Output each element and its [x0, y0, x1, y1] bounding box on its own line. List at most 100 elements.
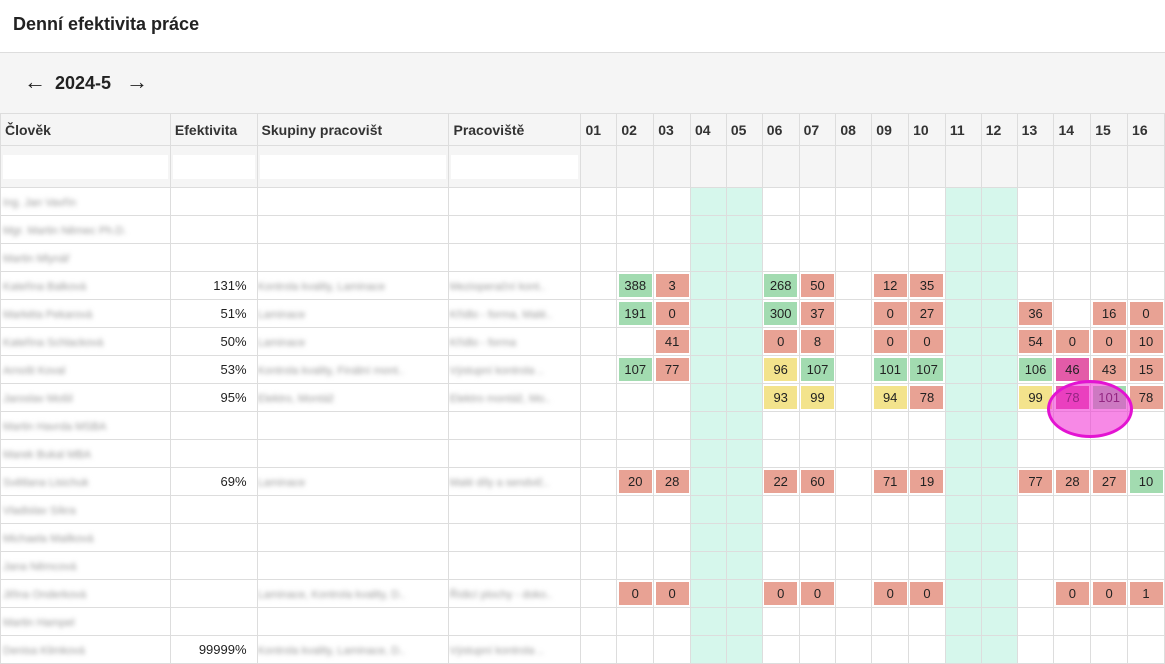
day-cell[interactable]: 20 [616, 467, 655, 496]
day-cell[interactable] [725, 355, 763, 384]
day-cell[interactable] [653, 635, 691, 664]
day-cell[interactable] [761, 495, 800, 524]
next-month-arrow-icon[interactable]: → [126, 69, 148, 94]
day-cell[interactable] [1053, 271, 1092, 300]
day-cell[interactable] [1053, 495, 1092, 524]
day-cell[interactable]: 0 [616, 579, 655, 608]
day-cell[interactable] [580, 271, 618, 300]
day-cell[interactable] [908, 215, 946, 244]
day-cell[interactable]: 36 [1016, 299, 1055, 328]
day-cell[interactable] [798, 411, 837, 440]
day-cell[interactable] [725, 439, 763, 468]
column-header-workplace[interactable]: Pracoviště [448, 113, 582, 146]
day-cell[interactable] [980, 271, 1018, 300]
day-cell[interactable] [798, 439, 837, 468]
day-cell[interactable] [653, 523, 691, 552]
day-cell[interactable] [980, 355, 1018, 384]
day-cell[interactable] [689, 299, 727, 328]
day-cell[interactable] [580, 187, 618, 216]
table-row[interactable]: Markéta Pekarová 51% Laminace Křídlo - form… [0, 299, 1165, 328]
table-row[interactable]: Martin Hampel [0, 607, 1165, 636]
day-cell[interactable] [980, 607, 1018, 636]
day-cell[interactable]: 93 [761, 383, 800, 412]
day-cell[interactable] [653, 411, 691, 440]
day-cell[interactable] [1016, 439, 1055, 468]
day-cell[interactable] [653, 607, 691, 636]
day-cell[interactable]: 60 [798, 467, 837, 496]
day-cell[interactable] [689, 355, 727, 384]
day-cell[interactable] [944, 383, 982, 412]
day-cell[interactable] [944, 579, 982, 608]
day-cell[interactable] [580, 551, 618, 580]
day-cell[interactable] [1016, 215, 1055, 244]
day-cell[interactable] [616, 439, 655, 468]
table-row[interactable]: Světlana Lisichuk 69% Laminace Malé díly a … [0, 467, 1165, 496]
day-cell[interactable] [1127, 271, 1165, 300]
day-cell[interactable]: 0 [1090, 579, 1129, 608]
day-cell[interactable] [908, 495, 946, 524]
day-cell[interactable]: 0 [653, 299, 691, 328]
day-cell[interactable]: 16 [1090, 299, 1129, 328]
day-cell[interactable] [1053, 243, 1092, 272]
day-cell[interactable] [835, 243, 873, 272]
day-cell[interactable] [835, 215, 873, 244]
day-cell[interactable] [580, 243, 618, 272]
day-cell[interactable] [980, 299, 1018, 328]
day-cell[interactable] [653, 215, 691, 244]
day-cell[interactable]: 28 [653, 467, 691, 496]
table-row[interactable]: Marek Bukal MBA [0, 439, 1165, 468]
column-header-groups[interactable]: Skupiny pracovišt [256, 113, 450, 146]
table-row[interactable]: Vladislav Síkra [0, 495, 1165, 524]
day-cell[interactable] [580, 495, 618, 524]
day-cell[interactable]: 101 [871, 355, 910, 384]
day-cell[interactable] [689, 243, 727, 272]
day-cell[interactable] [835, 467, 873, 496]
day-cell[interactable] [798, 495, 837, 524]
day-cell[interactable]: 37 [798, 299, 837, 328]
day-cell[interactable]: 27 [1090, 467, 1129, 496]
day-cell[interactable] [616, 551, 655, 580]
day-cell[interactable] [871, 635, 910, 664]
day-cell[interactable] [1053, 635, 1092, 664]
day-cell[interactable] [944, 355, 982, 384]
day-cell[interactable] [944, 411, 982, 440]
day-cell[interactable] [1016, 635, 1055, 664]
day-cell[interactable] [616, 607, 655, 636]
day-cell[interactable]: 0 [798, 579, 837, 608]
day-cell[interactable] [1127, 243, 1165, 272]
day-cell[interactable] [944, 467, 982, 496]
day-cell[interactable]: 12 [871, 271, 910, 300]
day-cell[interactable] [1016, 523, 1055, 552]
day-cell[interactable] [580, 467, 618, 496]
day-cell[interactable] [725, 411, 763, 440]
day-cell[interactable]: 99 [798, 383, 837, 412]
filter-groups-input[interactable] [259, 154, 447, 179]
day-cell[interactable] [1090, 187, 1129, 216]
day-cell[interactable] [725, 271, 763, 300]
day-cell[interactable]: 71 [871, 467, 910, 496]
day-cell[interactable]: 94 [871, 383, 910, 412]
day-cell[interactable]: 0 [871, 579, 910, 608]
day-cell[interactable] [580, 607, 618, 636]
filter-workplace-input[interactable] [451, 154, 579, 179]
day-cell[interactable]: 106 [1016, 355, 1055, 384]
day-cell[interactable] [1127, 635, 1165, 664]
day-cell[interactable] [725, 635, 763, 664]
day-cell[interactable] [1127, 411, 1165, 440]
day-cell[interactable] [761, 411, 800, 440]
day-cell[interactable]: 41 [653, 327, 691, 356]
day-cell[interactable] [761, 607, 800, 636]
day-cell[interactable]: 19 [908, 467, 946, 496]
day-cell[interactable] [798, 551, 837, 580]
day-cell[interactable] [944, 299, 982, 328]
table-row[interactable]: Jaroslav Mošil 95% Elektro, Montáž Elektro … [0, 383, 1165, 412]
day-cell[interactable] [689, 551, 727, 580]
table-row[interactable]: Michaela Mailková [0, 523, 1165, 552]
day-cell[interactable] [1127, 439, 1165, 468]
day-cell[interactable] [908, 635, 946, 664]
day-cell[interactable]: 1 [1127, 579, 1165, 608]
day-cell[interactable] [1090, 551, 1129, 580]
day-cell[interactable] [1127, 187, 1165, 216]
day-cell[interactable] [725, 327, 763, 356]
day-cell[interactable] [1090, 215, 1129, 244]
